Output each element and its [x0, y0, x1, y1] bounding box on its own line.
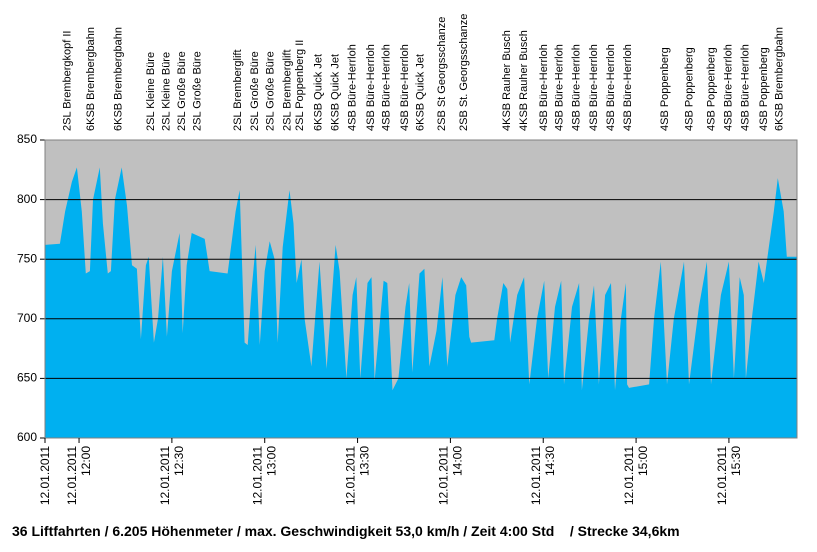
- lift-label: 2SL Kleine Büre: [161, 52, 173, 131]
- lift-label: 6KSB Brembergbahn: [85, 27, 97, 131]
- lift-label: 2SB St. Georgsschanze: [458, 14, 470, 131]
- lift-label: 4SB Büre-Herrloh: [365, 44, 377, 131]
- lift-label: 4SB Poppenberg: [659, 47, 671, 131]
- lift-label: 2SL Große Büre: [264, 51, 276, 131]
- y-tick-label: 800: [17, 192, 37, 206]
- lift-label: 2SL Große Büre: [192, 51, 204, 131]
- lift-label: 4SB Büre-Herrloh: [622, 44, 634, 131]
- lift-label: 4SB Büre-Herrloh: [571, 44, 583, 131]
- lift-label: 2SL Bremberglift: [232, 49, 244, 131]
- x-tick-label-part: 12.01.2011: [529, 446, 543, 505]
- lift-label: 4SB Büre-Herrloh: [722, 44, 734, 131]
- lift-label: 6KSB Brembergbahn: [113, 27, 125, 131]
- lift-label: 2SL Große Büre: [249, 51, 261, 131]
- x-tick-label-part: 12.01.2011: [715, 446, 729, 505]
- x-tick-label-part: 12.01.2011: [158, 446, 172, 505]
- x-tick-label: 12.01.2011: [38, 446, 52, 505]
- x-tick-label: 12.01.201114:30: [529, 446, 557, 505]
- lift-label: 4SB Poppenberg: [705, 47, 717, 131]
- y-tick-label: 650: [17, 371, 37, 385]
- x-tick-label-part: 12.01.2011: [436, 446, 450, 505]
- lift-label: 2SL Bremberglift: [281, 49, 293, 131]
- lift-label: 4SB Büre-Herrloh: [588, 44, 600, 131]
- lift-label: 4KSB Rauher Busch: [501, 30, 513, 131]
- y-tick-label: 700: [17, 311, 37, 325]
- lift-label: 2SL Poppenberg II: [294, 40, 306, 131]
- lift-label: 6KSB Brembergbahn: [773, 27, 785, 131]
- lift-label: 4KSB Rauher Busch: [518, 30, 530, 131]
- x-tick-label: 12.01.201112:00: [65, 446, 93, 505]
- plot-border: [44, 139, 798, 439]
- altitude-area: [45, 167, 797, 438]
- lift-label: 4SB Büre-Herrloh: [538, 44, 550, 131]
- lift-label: 6KSB Quick Jet: [312, 54, 324, 131]
- x-tick-label-part: 12.01.2011: [251, 446, 265, 505]
- lift-label: 4SB Büre-Herrloh: [554, 44, 566, 131]
- x-tick-label-part: 13:00: [265, 446, 279, 476]
- x-tick-label: 12.01.201112:30: [158, 446, 186, 505]
- x-tick-label-part: 13:30: [358, 446, 372, 476]
- y-tick-label: 750: [17, 251, 37, 265]
- x-tick-label-part: 15:00: [636, 446, 650, 476]
- x-tick-label-part: 12.01.2011: [65, 446, 79, 505]
- x-tick-label-part: 14:30: [543, 446, 557, 476]
- lift-label: 2SL Brembergkopf II: [62, 31, 74, 131]
- chart-title: 36 Liftfahrten / 6.205 Höhenmeter / max.…: [12, 523, 680, 539]
- x-tick-label: 12.01.201115:00: [622, 446, 650, 505]
- x-tick-label: 12.01.201113:30: [344, 446, 372, 505]
- lift-label: 4SB Büre-Herrloh: [346, 44, 358, 131]
- x-tick-label-part: 12.01.2011: [344, 446, 358, 505]
- lift-label: 2SB St Georgsschanze: [436, 17, 448, 131]
- x-tick-label-part: 15:30: [729, 446, 743, 476]
- lift-label: 4SB Büre-Herrloh: [739, 44, 751, 131]
- y-tick-label: 600: [17, 430, 37, 444]
- x-tick-label: 12.01.201114:00: [436, 446, 464, 505]
- x-tick-label-part: 12.01.2011: [622, 446, 636, 505]
- x-tick-label: 12.01.201115:30: [715, 446, 743, 505]
- lift-label: 6KSB Quick Jet: [329, 54, 341, 131]
- lift-label: 6KSB Quick Jet: [414, 54, 426, 131]
- x-tick-label-part: 12:00: [79, 446, 93, 476]
- lift-label: 2SL Große Büre: [176, 51, 188, 131]
- lift-label: 4SB Büre-Herrloh: [399, 44, 411, 131]
- x-tick-label-part: 14:00: [450, 446, 464, 476]
- lift-label: 4SB Poppenberg: [758, 47, 770, 131]
- lift-label: 2SL Kleine Büre: [145, 52, 157, 131]
- x-tick-label: 12.01.201113:00: [251, 446, 279, 505]
- x-tick-label-part: 12:30: [172, 446, 186, 476]
- lift-label: 4SB Büre-Herrloh: [605, 44, 617, 131]
- lift-label: 4SB Büre-Herrloh: [380, 44, 392, 131]
- y-tick-label: 850: [17, 132, 37, 146]
- lift-label: 4SB Poppenberg: [684, 47, 696, 131]
